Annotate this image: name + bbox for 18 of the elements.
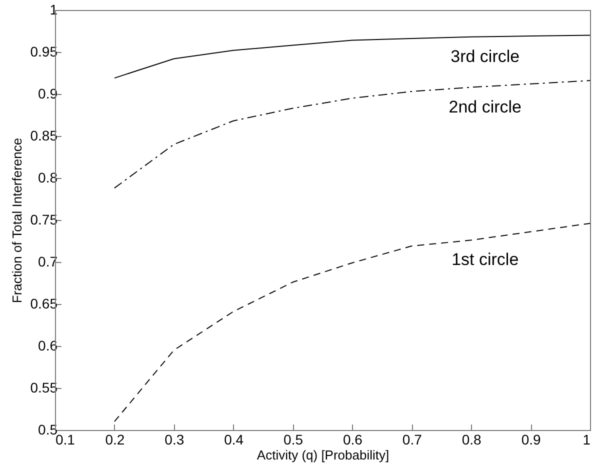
x-tick-label: 0.5 — [284, 432, 304, 448]
series-label: 3rd circle — [450, 46, 520, 66]
y-axis-title: Fraction of Total Interference — [9, 138, 24, 304]
x-axis-title: Activity (q) [Probability] — [256, 448, 390, 462]
x-tick-label: 0.7 — [402, 432, 422, 448]
x-tick-label: 0.6 — [342, 432, 363, 448]
series-label: 2nd circle — [448, 97, 522, 116]
x-tick-label: 1 — [582, 432, 591, 448]
x-tick-label: 0.8 — [462, 432, 482, 448]
x-tick-label: 0.9 — [521, 432, 541, 448]
series-label: 1st circle — [452, 250, 519, 270]
line-series — [114, 80, 590, 189]
line-series — [114, 222, 590, 422]
x-tick-label: 0.4 — [224, 432, 244, 448]
line-series — [114, 34, 590, 79]
x-tick-label: 0.3 — [164, 432, 184, 448]
x-tick-label: 0.1 — [56, 432, 76, 448]
x-tick-label: 0.2 — [105, 432, 125, 448]
